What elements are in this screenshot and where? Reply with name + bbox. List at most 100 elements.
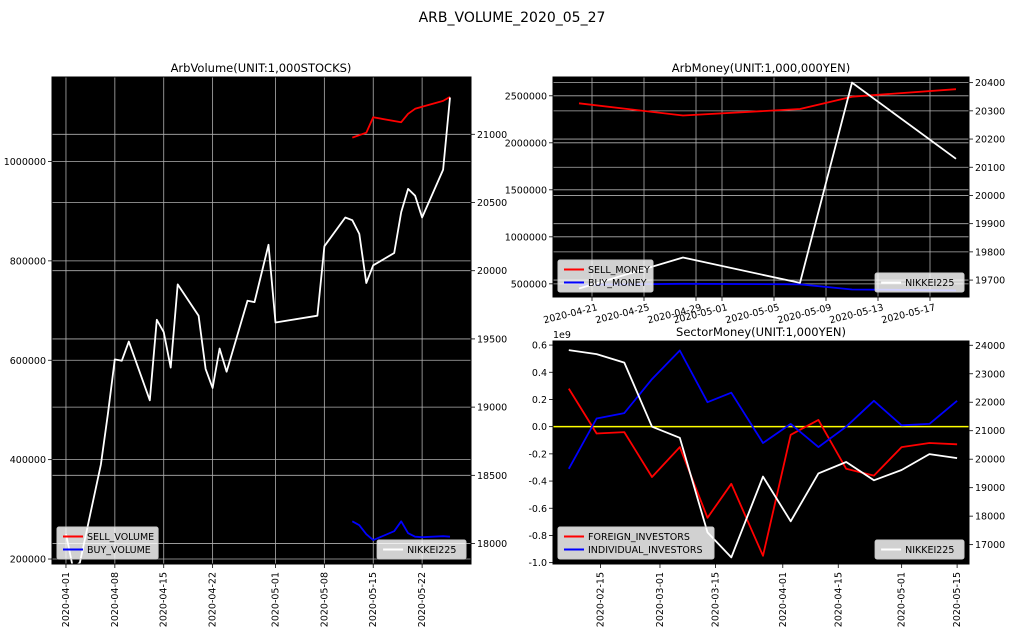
series-line-foreign-investors [568, 388, 958, 557]
y-right-tick-label: 23000 [975, 369, 1005, 380]
y-right-tick-label: 20300 [975, 106, 1005, 117]
y-right-tick-label: 19000 [975, 483, 1005, 494]
y-right-tick-label: 20500 [477, 198, 507, 209]
legend-box [874, 272, 965, 293]
y-right-tick-label: 21000 [477, 130, 507, 141]
series-line-sell-money [578, 88, 957, 117]
y-left-tick-label: 1000000 [505, 232, 547, 243]
x-tick-label: 2020-04-15 [833, 572, 844, 627]
y-right-tick-label: 20400 [975, 78, 1005, 89]
y-left-tick-label: 400000 [10, 455, 46, 466]
y-left-tick-label: 200000 [10, 555, 46, 566]
y-right-tick-label: 21000 [975, 426, 1005, 437]
chart-title-arb-volume: ArbVolume(UNIT:1,000STOCKS) [171, 61, 352, 75]
y-right-tick-label: 22000 [975, 398, 1005, 409]
x-tick-label: 2020-05-01 [897, 572, 908, 627]
plot-frame [51, 76, 472, 565]
ticks-sector-money: 2020-02-15 2020-03-01 2020-03-15 2020-04-01… [528, 340, 1005, 627]
y-left-tick-label: -0.8 [528, 531, 547, 542]
legend-label: FOREIGN_INVESTORS [588, 532, 690, 543]
y-left-tick-label: 0.4 [532, 368, 547, 379]
legend-box [557, 526, 715, 560]
x-tick-label: 2020-04-08 [110, 572, 121, 627]
y-left-tick-label: 2000000 [505, 138, 547, 149]
y-right-tick-label: 20000 [975, 191, 1005, 202]
y-left-tick-label: 2500000 [505, 91, 547, 102]
chart-title-arb-money: ArbMoney(UNIT:1,000,000YEN) [672, 61, 850, 75]
y-left-tick-label: 1000000 [4, 157, 46, 168]
legend-label: BUY_VOLUME [87, 545, 151, 556]
y-right-tick-label: 19800 [975, 247, 1005, 258]
y-right-tick-label: 24000 [975, 341, 1005, 352]
y-right-tick-label: 19700 [975, 276, 1005, 287]
series-arb-volume [65, 96, 451, 569]
series-line-sell-volume [352, 96, 451, 139]
chart-arb-volume: 2020-04-01 2020-04-08 2020-04-15 2020-04-22… [4, 61, 508, 627]
x-tick-label: 2020-02-15 [596, 572, 607, 627]
ticks-arb-volume: 2020-04-01 2020-04-08 2020-04-15 2020-04-22… [4, 76, 507, 627]
x-tick-label: 2020-05-22 [417, 572, 428, 627]
legend-label: SELL_MONEY [588, 265, 650, 276]
y-left-tick-label: 800000 [10, 256, 46, 267]
legend-right-arb-money: NIKKEI225 [874, 272, 965, 293]
offset-text-sector-money: 1e9 [553, 330, 571, 341]
legend-label: BUY_MONEY [588, 278, 647, 289]
legend-left-arb-money: SELL_MONEY BUY_MONEY [557, 259, 654, 293]
y-right-tick-label: 20000 [477, 266, 507, 277]
figure-suptitle: ARB_VOLUME_2020_05_27 [419, 10, 606, 26]
series-sector-money [568, 349, 958, 559]
series-line-buy-volume [351, 520, 451, 541]
y-left-tick-label: 500000 [511, 279, 547, 290]
series-line-individual-investors [568, 349, 958, 470]
legend-label: NIKKEI225 [905, 278, 954, 289]
y-left-tick-label: -1.0 [528, 558, 547, 569]
x-tick-label: 2020-05-15 [952, 572, 963, 627]
chart-title-sector-money: SectorMoney(UNIT:1,000YEN) [676, 325, 846, 339]
chart-arb-money: 2020-04-212020-04-252020-04-292020-05-01… [505, 61, 1006, 326]
y-right-tick-label: 20200 [975, 135, 1005, 146]
legend-box [557, 259, 654, 293]
y-right-tick-label: 20100 [975, 163, 1005, 174]
legend-right-arb-volume: NIKKEI225 [376, 539, 467, 560]
y-right-tick-label: 19900 [975, 219, 1005, 230]
x-tick-label: 2020-04-15 [159, 572, 170, 627]
y-left-tick-label: 0.2 [532, 395, 547, 406]
x-tick-label: 2020-04-22 [208, 572, 219, 627]
legend-label: NIKKEI225 [905, 545, 954, 556]
series-line-nikkei225 [65, 97, 451, 569]
y-left-tick-label: 600000 [10, 356, 46, 367]
y-left-tick-label: 0.0 [532, 422, 547, 433]
y-right-tick-label: 20000 [975, 455, 1005, 466]
y-left-tick-label: -0.6 [528, 504, 547, 515]
y-left-tick-label: -0.4 [528, 477, 547, 488]
y-right-tick-label: 18500 [477, 471, 507, 482]
y-right-tick-label: 19500 [477, 334, 507, 345]
x-tick-label: 2020-04-01 [778, 572, 789, 627]
legend-box [874, 539, 965, 560]
legend-label: NIKKEI225 [407, 545, 456, 556]
y-right-tick-label: 17000 [975, 540, 1005, 551]
x-tick-label: 2020-03-01 [655, 572, 666, 627]
legend-label: INDIVIDUAL_INVESTORS [588, 545, 703, 556]
plot-area-arb-volume [51, 76, 472, 565]
legend-box [376, 539, 467, 560]
chart-sector-money: 2020-02-15 2020-03-01 2020-03-15 2020-04-01… [528, 325, 1005, 627]
series-line-nikkei225 [568, 349, 958, 559]
x-tick-label: 2020-04-01 [61, 572, 72, 627]
x-tick-label: 2020-03-15 [710, 572, 721, 627]
x-tick-label: 2020-05-08 [319, 572, 330, 627]
y-left-tick-label: 1500000 [505, 185, 547, 196]
y-right-tick-label: 18000 [975, 512, 1005, 523]
legend-label: SELL_VOLUME [87, 532, 154, 543]
plot-frame [552, 340, 970, 565]
y-right-tick-label: 19000 [477, 403, 507, 414]
x-tick-label: 2020-05-15 [368, 572, 379, 627]
legend-left-sector-money: FOREIGN_INVESTORS INDIVIDUAL_INVESTORS [557, 526, 715, 560]
legend-left-arb-volume: SELL_VOLUME BUY_VOLUME [56, 526, 159, 560]
y-right-tick-label: 18000 [477, 539, 507, 550]
legend-right-sector-money: NIKKEI225 [874, 539, 965, 560]
y-left-tick-label: -0.2 [528, 449, 547, 460]
x-tick-label: 2020-05-01 [270, 572, 281, 627]
plot-frame [552, 76, 970, 298]
